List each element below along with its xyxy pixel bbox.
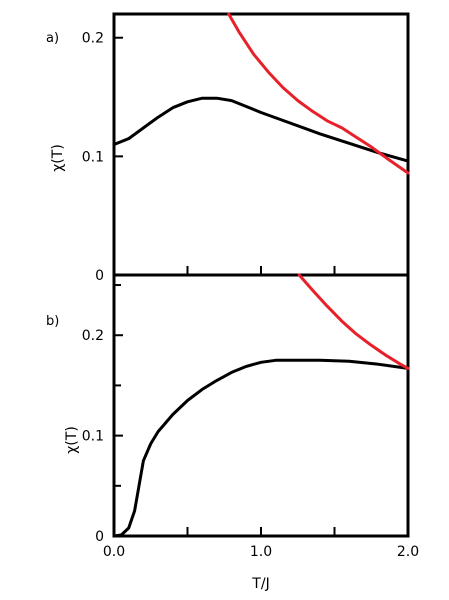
panel-a-marks: 0 0.1 0.2 xyxy=(82,12,410,284)
panel-b-marks: 0 0.1 0.2 0.0 1.0 2.0 xyxy=(82,273,419,560)
panel-b: b) χ(T) T/J 0 0.1 0.2 0.0 1.0 2.0 xyxy=(46,273,419,592)
panel-b-xtick-label: 0.0 xyxy=(103,544,125,560)
panel-b-series-1-line xyxy=(297,273,410,370)
panel-b-xlabel: T/J xyxy=(251,576,269,592)
panel-a-series-1-line xyxy=(227,12,410,175)
panel-a-ytick-label: 0.1 xyxy=(82,149,104,165)
panel-a: a) χ(T) 0 0.1 0.2 xyxy=(46,12,410,284)
panel-b-ytick-label: 0.1 xyxy=(82,429,104,445)
panel-a-frame xyxy=(112,12,410,277)
panel-b-label: b) xyxy=(46,314,59,329)
panel-b-ytick-label: 0 xyxy=(95,529,104,545)
panel-a-ylabel: χ(T) xyxy=(50,144,66,172)
panel-b-series-0-line xyxy=(112,358,410,538)
panel-a-label: a) xyxy=(46,31,59,46)
panel-b-ytick-label: 0.2 xyxy=(82,328,104,344)
panel-b-xtick-label: 2.0 xyxy=(397,544,419,560)
panel-a-ytick-label: 0.2 xyxy=(82,31,104,47)
panel-a-series-0-line xyxy=(112,96,410,163)
panel-a-ytick-label: 0 xyxy=(95,268,104,284)
panel-b-ylabel: χ(T) xyxy=(64,426,80,454)
panel-b-xtick-label: 1.0 xyxy=(250,544,272,560)
panel-b-frame xyxy=(112,273,410,538)
